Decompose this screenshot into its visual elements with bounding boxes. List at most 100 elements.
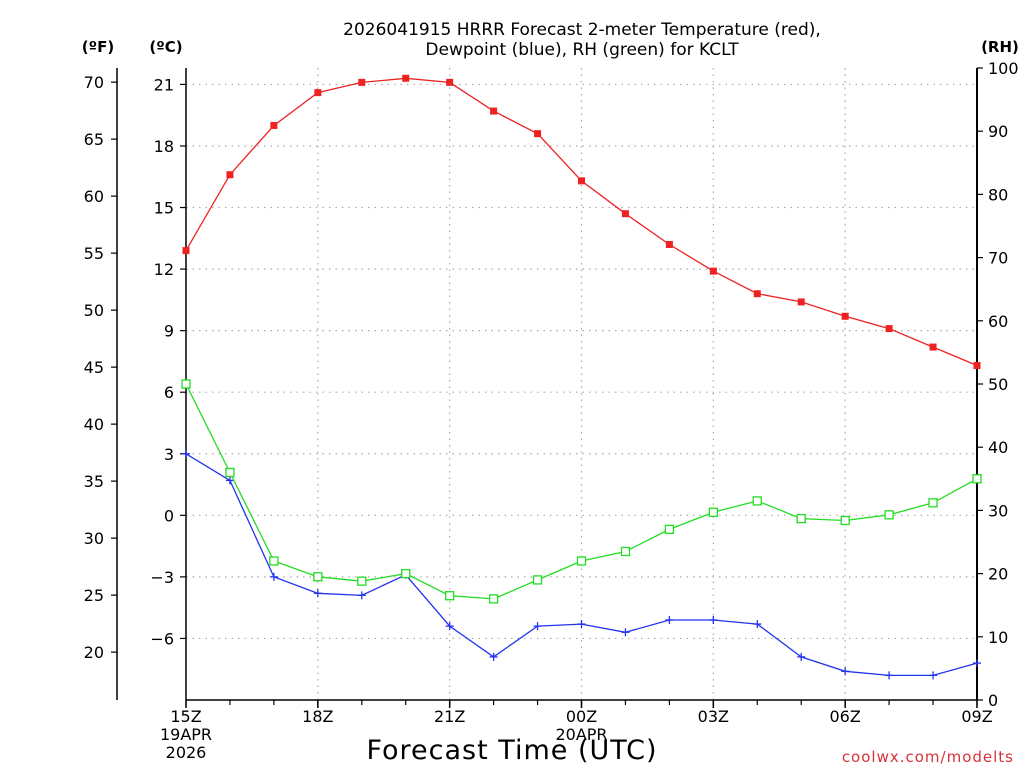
temperature-point [797, 298, 805, 306]
temperature-point [621, 210, 629, 218]
x-tick-label: 19APR [160, 725, 212, 744]
rh-tick-label: 50 [988, 375, 1008, 394]
temperature-point [358, 78, 366, 86]
fahrenheit-tick-label: 60 [84, 187, 104, 206]
dewpoint-point [182, 449, 190, 458]
rh-tick-label: 10 [988, 628, 1008, 647]
rh-point [225, 467, 235, 478]
chart-title-line2: Dewpoint (blue), RH (green) for KCLT [425, 40, 739, 60]
temperature-point [929, 343, 937, 351]
rh-tick-label: 40 [988, 438, 1008, 457]
chart-title-line1: 2026041915 HRRR Forecast 2-meter Tempera… [343, 20, 821, 40]
x-tick-label: 20APR [555, 725, 607, 744]
dewpoint-point [445, 622, 454, 631]
rh-tick-label: 70 [988, 249, 1008, 268]
celsius-tick-label: 3 [164, 445, 174, 464]
rh-point [972, 474, 982, 484]
dewpoint-point [225, 476, 234, 485]
rh-point [488, 594, 499, 604]
celsius-tick-label: 0 [164, 506, 174, 525]
x-tick-label: 00Z [566, 707, 597, 726]
temperature-point [402, 74, 410, 82]
rh-point [532, 575, 543, 585]
celsius-tick-label: −6 [150, 629, 174, 648]
dewpoint-point [709, 615, 718, 624]
celsius-tick-label: 18 [154, 137, 174, 156]
celsius-tick-label: 15 [154, 199, 174, 218]
fahrenheit-tick-label: 45 [84, 358, 104, 377]
grid-lines [186, 68, 977, 700]
temperature-point [665, 240, 673, 248]
temperature-point [973, 362, 981, 370]
x-tick-label: 18Z [302, 707, 333, 726]
rh-unit-label: (RH) [981, 38, 1019, 56]
rh-point [664, 524, 675, 535]
rh-point [708, 507, 718, 517]
fahrenheit-tick-label: 35 [84, 472, 104, 491]
temperature-point [753, 290, 761, 298]
dewpoint-point [885, 671, 894, 680]
dewpoint-point [841, 667, 850, 676]
source-credit: coolwx.com/modelts [842, 748, 1014, 766]
rh-point [928, 498, 938, 508]
x-tick-label: 21Z [434, 707, 465, 726]
celsius-tick-label: 12 [154, 260, 174, 279]
dewpoint-point [797, 652, 806, 661]
celsius-unit-label: (ºC) [149, 38, 182, 56]
fahrenheit-tick-label: 55 [84, 244, 104, 263]
rh-tick-label: 0 [988, 691, 998, 710]
x-tick-label: 06Z [830, 707, 861, 726]
fahrenheit-tick-label: 70 [84, 73, 104, 92]
dewpoint-point [973, 659, 981, 668]
x-tick-label: 15Z [170, 707, 201, 726]
rh-tick-label: 60 [988, 312, 1008, 331]
data-series [181, 74, 982, 680]
fahrenheit-tick-label: 30 [84, 529, 104, 548]
temperature-point [270, 121, 278, 129]
fahrenheit-tick-label: 65 [84, 130, 104, 149]
rh-point [840, 515, 850, 526]
fahrenheit-tick-label: 40 [84, 415, 104, 434]
temperature-point [490, 107, 498, 115]
celsius-tick-label: −3 [150, 568, 174, 587]
fahrenheit-tick-label: 25 [84, 586, 104, 605]
temperature-point [534, 130, 542, 138]
celsius-tick-label: 6 [164, 383, 174, 402]
dewpoint-point [357, 591, 366, 600]
temperature-point [446, 78, 454, 86]
rh-tick-label: 100 [988, 59, 1019, 78]
x-tick-label: 03Z [698, 707, 729, 726]
rh-point [357, 576, 367, 586]
dewpoint-point [665, 615, 674, 624]
rh-point [269, 556, 279, 566]
rh-point [401, 568, 411, 579]
dewpoint-point [929, 671, 938, 680]
temperature-point [885, 325, 893, 333]
dewpoint-point [753, 620, 762, 629]
temperature-point [841, 312, 849, 320]
temperature-point [226, 171, 234, 179]
fahrenheit-tick-label: 20 [84, 643, 104, 662]
rh-point [884, 510, 894, 520]
dewpoint-point [269, 572, 278, 581]
rh-point [313, 572, 323, 582]
rh-tick-label: 80 [988, 185, 1008, 204]
x-tick-label: 09Z [961, 707, 992, 726]
fahrenheit-unit-label: (ºF) [82, 38, 114, 56]
rh-point [181, 379, 191, 389]
axis-labels: 7065605550454035302520211815129630−3−610… [84, 59, 1019, 762]
celsius-tick-label: 9 [164, 322, 174, 341]
dewpoint-point [489, 652, 498, 661]
temperature-point [578, 177, 585, 185]
x-tick-label: 2026 [166, 743, 207, 762]
rh-point [620, 546, 631, 557]
x-axis-title: Forecast Time (UTC) [366, 735, 657, 766]
temperature-point [314, 89, 322, 97]
dewpoint-point [533, 622, 542, 631]
rh-point [752, 496, 762, 506]
rh-tick-label: 90 [988, 122, 1008, 141]
dewpoint-point [577, 620, 586, 629]
rh-point [576, 556, 587, 566]
rh-tick-label: 20 [988, 565, 1008, 584]
